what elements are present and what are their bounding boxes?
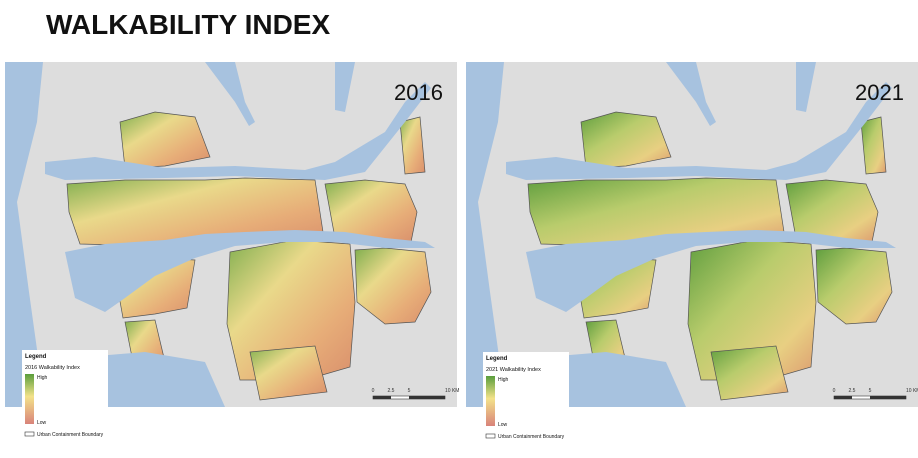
water xyxy=(506,82,892,180)
walkability-area xyxy=(354,247,432,325)
scale-bar-fill xyxy=(870,396,906,399)
legend-box xyxy=(22,350,108,442)
legend-low: Low xyxy=(37,420,47,426)
legend-gradient xyxy=(486,376,495,426)
walkability-area xyxy=(710,345,789,401)
scale-label: 0 xyxy=(372,388,375,394)
scale-bar-fill xyxy=(834,396,852,399)
page-title: WALKABILITY INDEX xyxy=(46,9,330,40)
water xyxy=(335,62,355,112)
scale-bar-fill xyxy=(373,396,391,399)
scale-label: 5 xyxy=(408,388,411,394)
legend-low: Low xyxy=(498,422,508,428)
legend-box xyxy=(483,352,569,444)
legend-boundary: Urban Containment Boundary xyxy=(37,432,104,438)
legend-high: High xyxy=(37,375,48,381)
legend-boundary: Urban Containment Boundary xyxy=(498,434,565,440)
water xyxy=(666,62,716,126)
water xyxy=(65,230,435,312)
scale-label: 2.5 xyxy=(388,388,395,394)
map-year: 2016 xyxy=(394,80,443,105)
water xyxy=(5,62,45,407)
map-panel: 2016 0 2.5 5 10 KM xyxy=(5,62,459,407)
legend-gradient xyxy=(25,374,34,424)
walkability-area xyxy=(815,247,893,325)
water xyxy=(45,82,431,180)
water xyxy=(205,62,255,126)
legend-heading: Legend xyxy=(486,356,508,362)
scale-bar-fill xyxy=(409,396,445,399)
scale-label: 2.5 xyxy=(849,388,856,394)
legend-heading: Legend xyxy=(25,354,47,360)
walkability-area xyxy=(119,111,211,169)
scale-label: 10 KM xyxy=(445,388,459,394)
walkability-area xyxy=(249,345,328,401)
scale-label: 5 xyxy=(869,388,872,394)
water xyxy=(796,62,816,112)
map-panel: 2021 0 2.5 5 10 KM xyxy=(466,62,918,407)
walkability-area xyxy=(580,111,672,169)
scale-label: 10 KM xyxy=(906,388,918,394)
legend-boundary-swatch xyxy=(24,431,35,437)
walkability-area xyxy=(860,116,887,175)
legend-title: 2021 Walkability Index xyxy=(486,367,541,373)
legend-boundary-swatch xyxy=(485,433,496,439)
legend-title: 2016 Walkability Index xyxy=(25,365,80,371)
water xyxy=(466,62,506,407)
map-year: 2021 xyxy=(855,80,904,105)
legend-high: High xyxy=(498,377,509,383)
scale-label: 0 xyxy=(833,388,836,394)
water xyxy=(526,230,896,312)
walkability-area xyxy=(399,116,426,175)
